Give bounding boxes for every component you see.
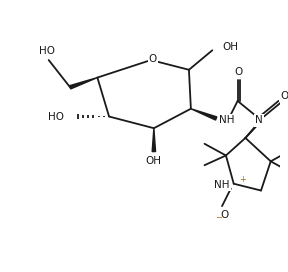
Text: HO: HO: [39, 46, 55, 56]
Text: N: N: [255, 115, 263, 125]
Text: HO: HO: [48, 112, 64, 122]
Polygon shape: [69, 78, 97, 89]
Text: NH: NH: [214, 180, 230, 190]
Text: +: +: [239, 175, 246, 184]
Text: O: O: [149, 54, 157, 64]
Text: OH: OH: [146, 156, 162, 166]
Polygon shape: [191, 109, 217, 120]
Text: O: O: [234, 67, 243, 77]
Text: OH: OH: [222, 42, 238, 52]
Polygon shape: [152, 128, 156, 152]
Text: O: O: [221, 210, 229, 220]
Text: −: −: [215, 213, 222, 222]
Text: NH: NH: [219, 115, 235, 125]
Text: O: O: [281, 91, 288, 101]
